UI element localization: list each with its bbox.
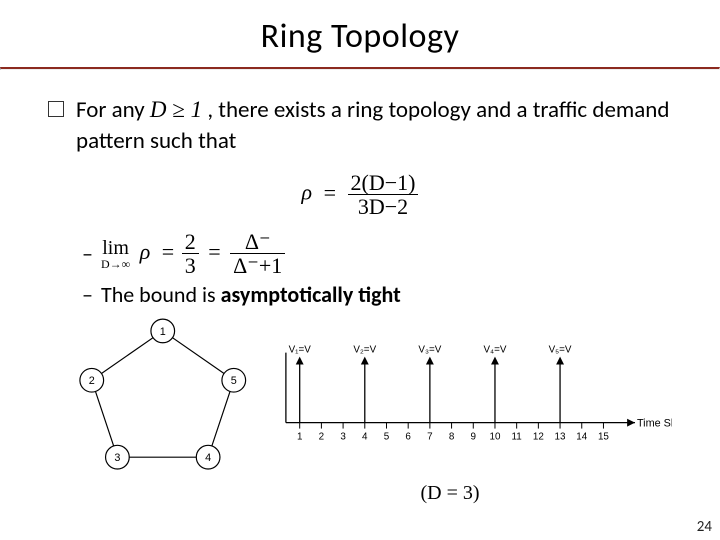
svg-text:4: 4 [205,453,211,465]
lim-symbol: lim D→∞ [101,238,130,270]
svg-text:6: 6 [405,432,411,443]
bullet-premise-math: D ≥ 1 [150,97,202,122]
limit-expression: lim D→∞ ρ = 2 3 = Δ⁻ Δ⁻+1 [101,230,285,277]
rho-num: 2(D−1) [348,171,419,195]
lim-sub: D→∞ [101,258,130,270]
svg-text:V₄=V: V₄=V [483,345,506,356]
svg-text:2: 2 [318,432,323,443]
lim-frac1-den: 3 [182,254,199,277]
rho-equation: ρ = 2(D−1) 3D−2 [48,171,672,218]
svg-text:12: 12 [532,432,543,443]
lim-frac2-num: Δ⁻ [230,230,285,254]
bullet-pre: For any [76,96,150,124]
lim-frac2: Δ⁻ Δ⁻+1 [230,230,285,277]
main-bullet: For any D ≥ 1 , there exists a ring topo… [48,94,672,157]
rho-lhs: ρ [302,180,313,205]
d-equals-3: (D = 3) [228,482,672,505]
svg-text:V₁=V: V₁=V [288,345,311,356]
bullet-text: For any D ≥ 1 , there exists a ring topo… [76,94,672,157]
bound-pre: The bound is [101,281,221,308]
limit-bullet: – lim D→∞ ρ = 2 3 = Δ⁻ Δ⁻+1 [82,228,672,279]
bound-bullet: – The bound is asymptotically tight [82,279,672,310]
svg-text:14: 14 [576,432,587,443]
lim-frac2-den: Δ⁻+1 [230,254,285,277]
lim-frac1: 2 3 [182,230,199,277]
svg-text:11: 11 [511,432,521,443]
dash-icon: – [82,243,93,265]
slide-title: Ring Topology [0,0,720,63]
svg-text:4: 4 [362,432,368,443]
svg-text:V₃=V: V₃=V [418,345,441,356]
rho-fraction: 2(D−1) 3D−2 [348,171,419,218]
svg-text:1: 1 [160,326,166,338]
content-area: For any D ≥ 1 , there exists a ring topo… [0,70,720,505]
svg-text:8: 8 [448,432,454,443]
svg-text:10: 10 [489,432,500,443]
svg-text:13: 13 [554,432,565,443]
svg-text:5: 5 [231,376,237,388]
svg-text:V₅=V: V₅=V [548,345,571,356]
pentagon-diagram: 1 2 5 3 4 [74,318,252,478]
rho-den: 3D−2 [348,195,419,218]
svg-text:5: 5 [383,432,389,443]
svg-text:2: 2 [89,376,95,388]
bound-text: The bound is asymptotically tight [101,281,401,308]
dash-icon: – [82,284,93,306]
svg-text:1: 1 [296,432,301,443]
svg-text:7: 7 [427,432,432,443]
bullet-box-icon [48,101,64,117]
svg-text:Time Slot: Time Slot [636,418,672,430]
svg-text:15: 15 [597,432,608,443]
page-number: 24 [697,518,712,536]
svg-text:3: 3 [340,432,346,443]
figure-row: 12534 123456789101112131415V₁=VV₂=VV₃=VV… [74,318,672,478]
lim-frac1-num: 2 [182,230,199,254]
svg-text:9: 9 [470,432,476,443]
bound-tight: asymptotically tight [221,281,401,308]
lim-lhs: ρ [136,239,155,264]
svg-text:3: 3 [114,453,120,465]
lim-top: lim [101,238,130,258]
timeline-diagram: 123456789101112131415V₁=VV₂=VV₃=VV₄=VV₅=… [278,338,672,458]
svg-text:V₂=V: V₂=V [353,345,376,356]
